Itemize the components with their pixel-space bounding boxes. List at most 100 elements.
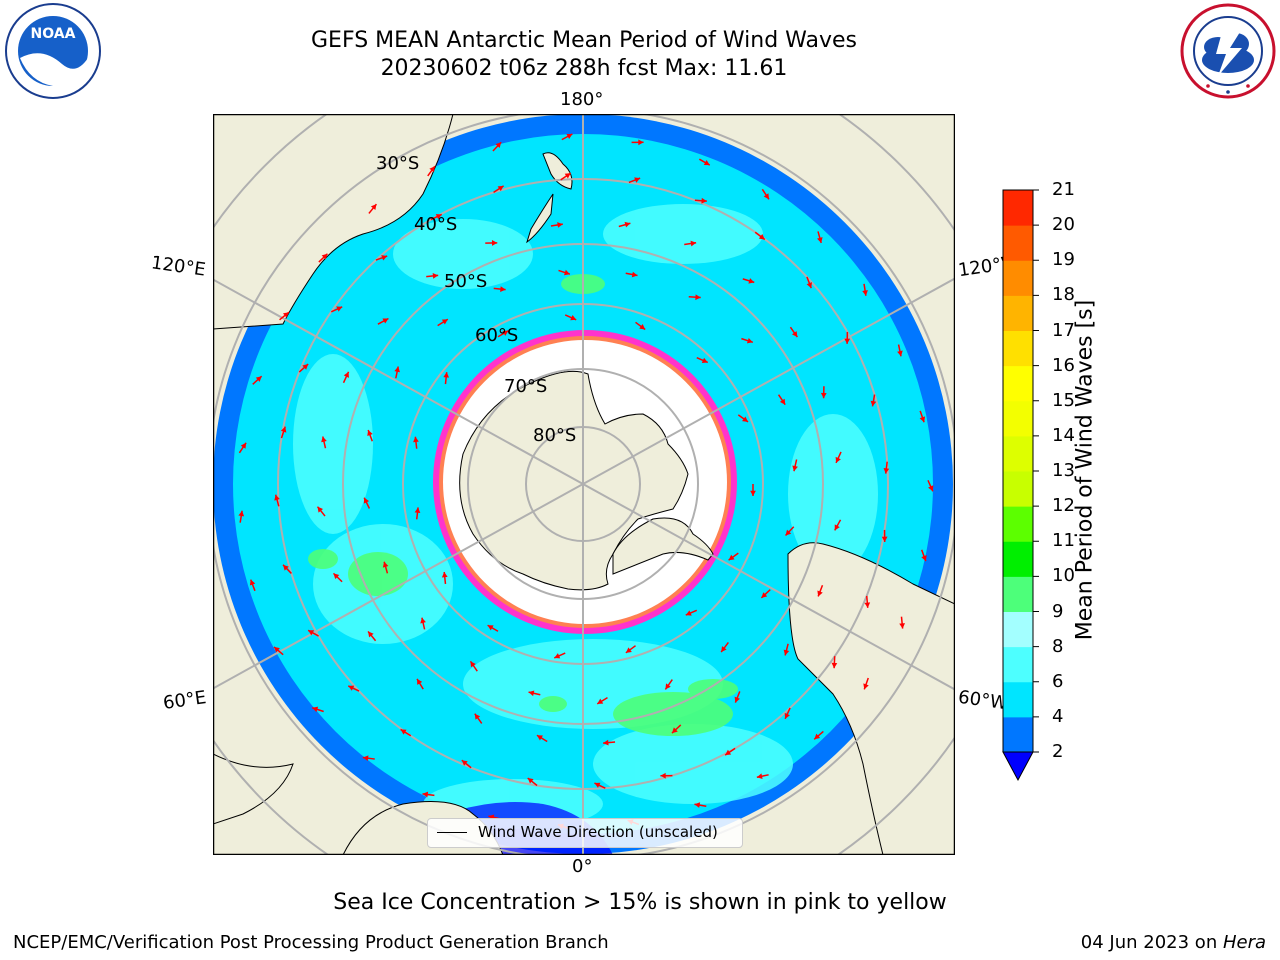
wind-arrow-head [321, 436, 327, 443]
wind-arrow-head [701, 197, 707, 204]
colorbar-tick-label: 18 [1052, 284, 1075, 306]
wind-arrow-head [624, 221, 631, 228]
map-legend: Wind Wave Direction (unscaled) [427, 818, 743, 848]
wind-arrow-head [761, 592, 768, 598]
wind-arrow-head [721, 646, 727, 653]
wind-arrow-head [701, 357, 708, 363]
wind-arrow-head [382, 561, 389, 568]
colorbar-bin [1003, 681, 1033, 718]
colorbar-tick-label: 9 [1052, 600, 1064, 622]
wind-arrow-head [746, 337, 753, 344]
wind-arrow-head [742, 416, 749, 422]
colorbar-bin [1003, 611, 1033, 648]
wind-arrow-head [779, 398, 786, 405]
colorbar-bin [1003, 295, 1033, 331]
wind-arrow-head [413, 436, 419, 443]
wind-arrow-head [280, 426, 287, 433]
colorbar-tick-label: 2 [1052, 741, 1064, 762]
wind-arrow-head [429, 166, 435, 173]
wind-arrow-head [528, 690, 535, 697]
wind-arrow-head [381, 255, 388, 261]
wind-arrow-head [554, 653, 561, 659]
noaa-logo-text: NOAA [31, 26, 76, 42]
wind-arrow-head [563, 269, 570, 276]
title-line-2: 20230602 t06z 288h fcst Max: 11.61 [380, 56, 788, 81]
wind-arrow-head [394, 366, 400, 373]
colorbar-label: Mean Period of Wind Waves [s] [1072, 299, 1098, 641]
wind-arrow-head [639, 324, 646, 330]
colorbar-bin [1003, 260, 1033, 296]
wind-arrow-head [500, 286, 506, 292]
colorbar-tick-label: 19 [1052, 249, 1075, 271]
wind-arrow-head [921, 555, 927, 562]
wind-arrow-head [694, 802, 701, 808]
colorbar-bin [1003, 330, 1033, 367]
wind-arrow-head [441, 571, 448, 578]
wind-arrow-head [844, 338, 851, 344]
wind-arrow-head [564, 173, 571, 179]
wind-arrow-head [502, 330, 509, 336]
wind-arrow-head [308, 630, 315, 636]
wind-arrow-head [690, 240, 697, 247]
colorbar-bin [1003, 646, 1033, 683]
wind-arrow-head [336, 306, 343, 312]
wind-wave-arrows [238, 133, 934, 830]
wind-arrow-head [367, 430, 373, 436]
colorbar-bin [1003, 471, 1033, 507]
wind-arrow-head [238, 510, 245, 517]
land-australia [213, 114, 454, 330]
wind-arrow-head [273, 646, 280, 653]
colorbar-tick-label: 11 [1052, 530, 1075, 552]
wind-arrow-head [370, 204, 377, 211]
wind-arrow-head [240, 442, 247, 449]
colorbar-tick-label: 21 [1052, 179, 1075, 200]
wind-arrow-head [382, 318, 389, 324]
colorbar-bin [1003, 400, 1033, 437]
lat-label-40s: 40°S [414, 214, 458, 235]
wind-arrow-head [317, 506, 324, 513]
lat-label-70s: 70°S [504, 376, 548, 397]
wind-arrow-head [343, 371, 349, 378]
wind-arrow-head [470, 661, 476, 668]
wind-arrow-head [834, 524, 840, 531]
wind-arrow-head [435, 214, 442, 220]
colorbar-tick-label: 4 [1052, 705, 1064, 727]
wind-arrow-head [806, 282, 813, 289]
footer-date-text: 04 Jun 2023 on [1080, 932, 1223, 953]
wind-arrow-head [603, 739, 609, 746]
wind-arrow-head [400, 729, 407, 735]
wind-arrow-head [474, 713, 481, 720]
wind-arrow-head [763, 193, 769, 200]
wind-arrow-head [249, 579, 256, 586]
wind-arrow-head [660, 772, 666, 779]
wind-arrow-head [274, 494, 280, 501]
colorbar-bin [1003, 435, 1033, 472]
wind-arrow-head [870, 400, 877, 407]
wind-arrow-head [864, 602, 871, 608]
wave-period-green-patches [308, 274, 738, 736]
lon-label-120e: 120°E [149, 252, 207, 281]
colorbar-tick-label: 14 [1052, 424, 1075, 446]
colorbar-bin [1003, 716, 1033, 753]
wind-arrow-head [928, 485, 934, 492]
colorbar-bin [1003, 225, 1033, 261]
wind-arrow-head [443, 372, 450, 378]
wind-arrow-head [432, 273, 439, 279]
wind-arrow-head [625, 647, 632, 653]
wind-arrow-head [725, 749, 732, 756]
wind-arrow-head [333, 573, 340, 580]
wind-arrow-head [791, 331, 798, 338]
colorbar-tick-label: 15 [1052, 389, 1075, 411]
wind-arrow-head [748, 278, 755, 284]
wind-arrow-head [417, 678, 423, 685]
graticule [213, 114, 955, 855]
colorbar-extend-arrow [1002, 751, 1034, 782]
wind-arrow-head [422, 791, 429, 798]
lat-label-80s: 80°S [533, 425, 577, 446]
colorbar-bin [1003, 576, 1033, 612]
wind-arrow-head [536, 735, 543, 741]
wind-arrow-head [695, 294, 701, 301]
wind-arrow-head [302, 364, 309, 370]
wind-arrow-head [784, 712, 790, 719]
wind-arrow-head [756, 773, 763, 779]
